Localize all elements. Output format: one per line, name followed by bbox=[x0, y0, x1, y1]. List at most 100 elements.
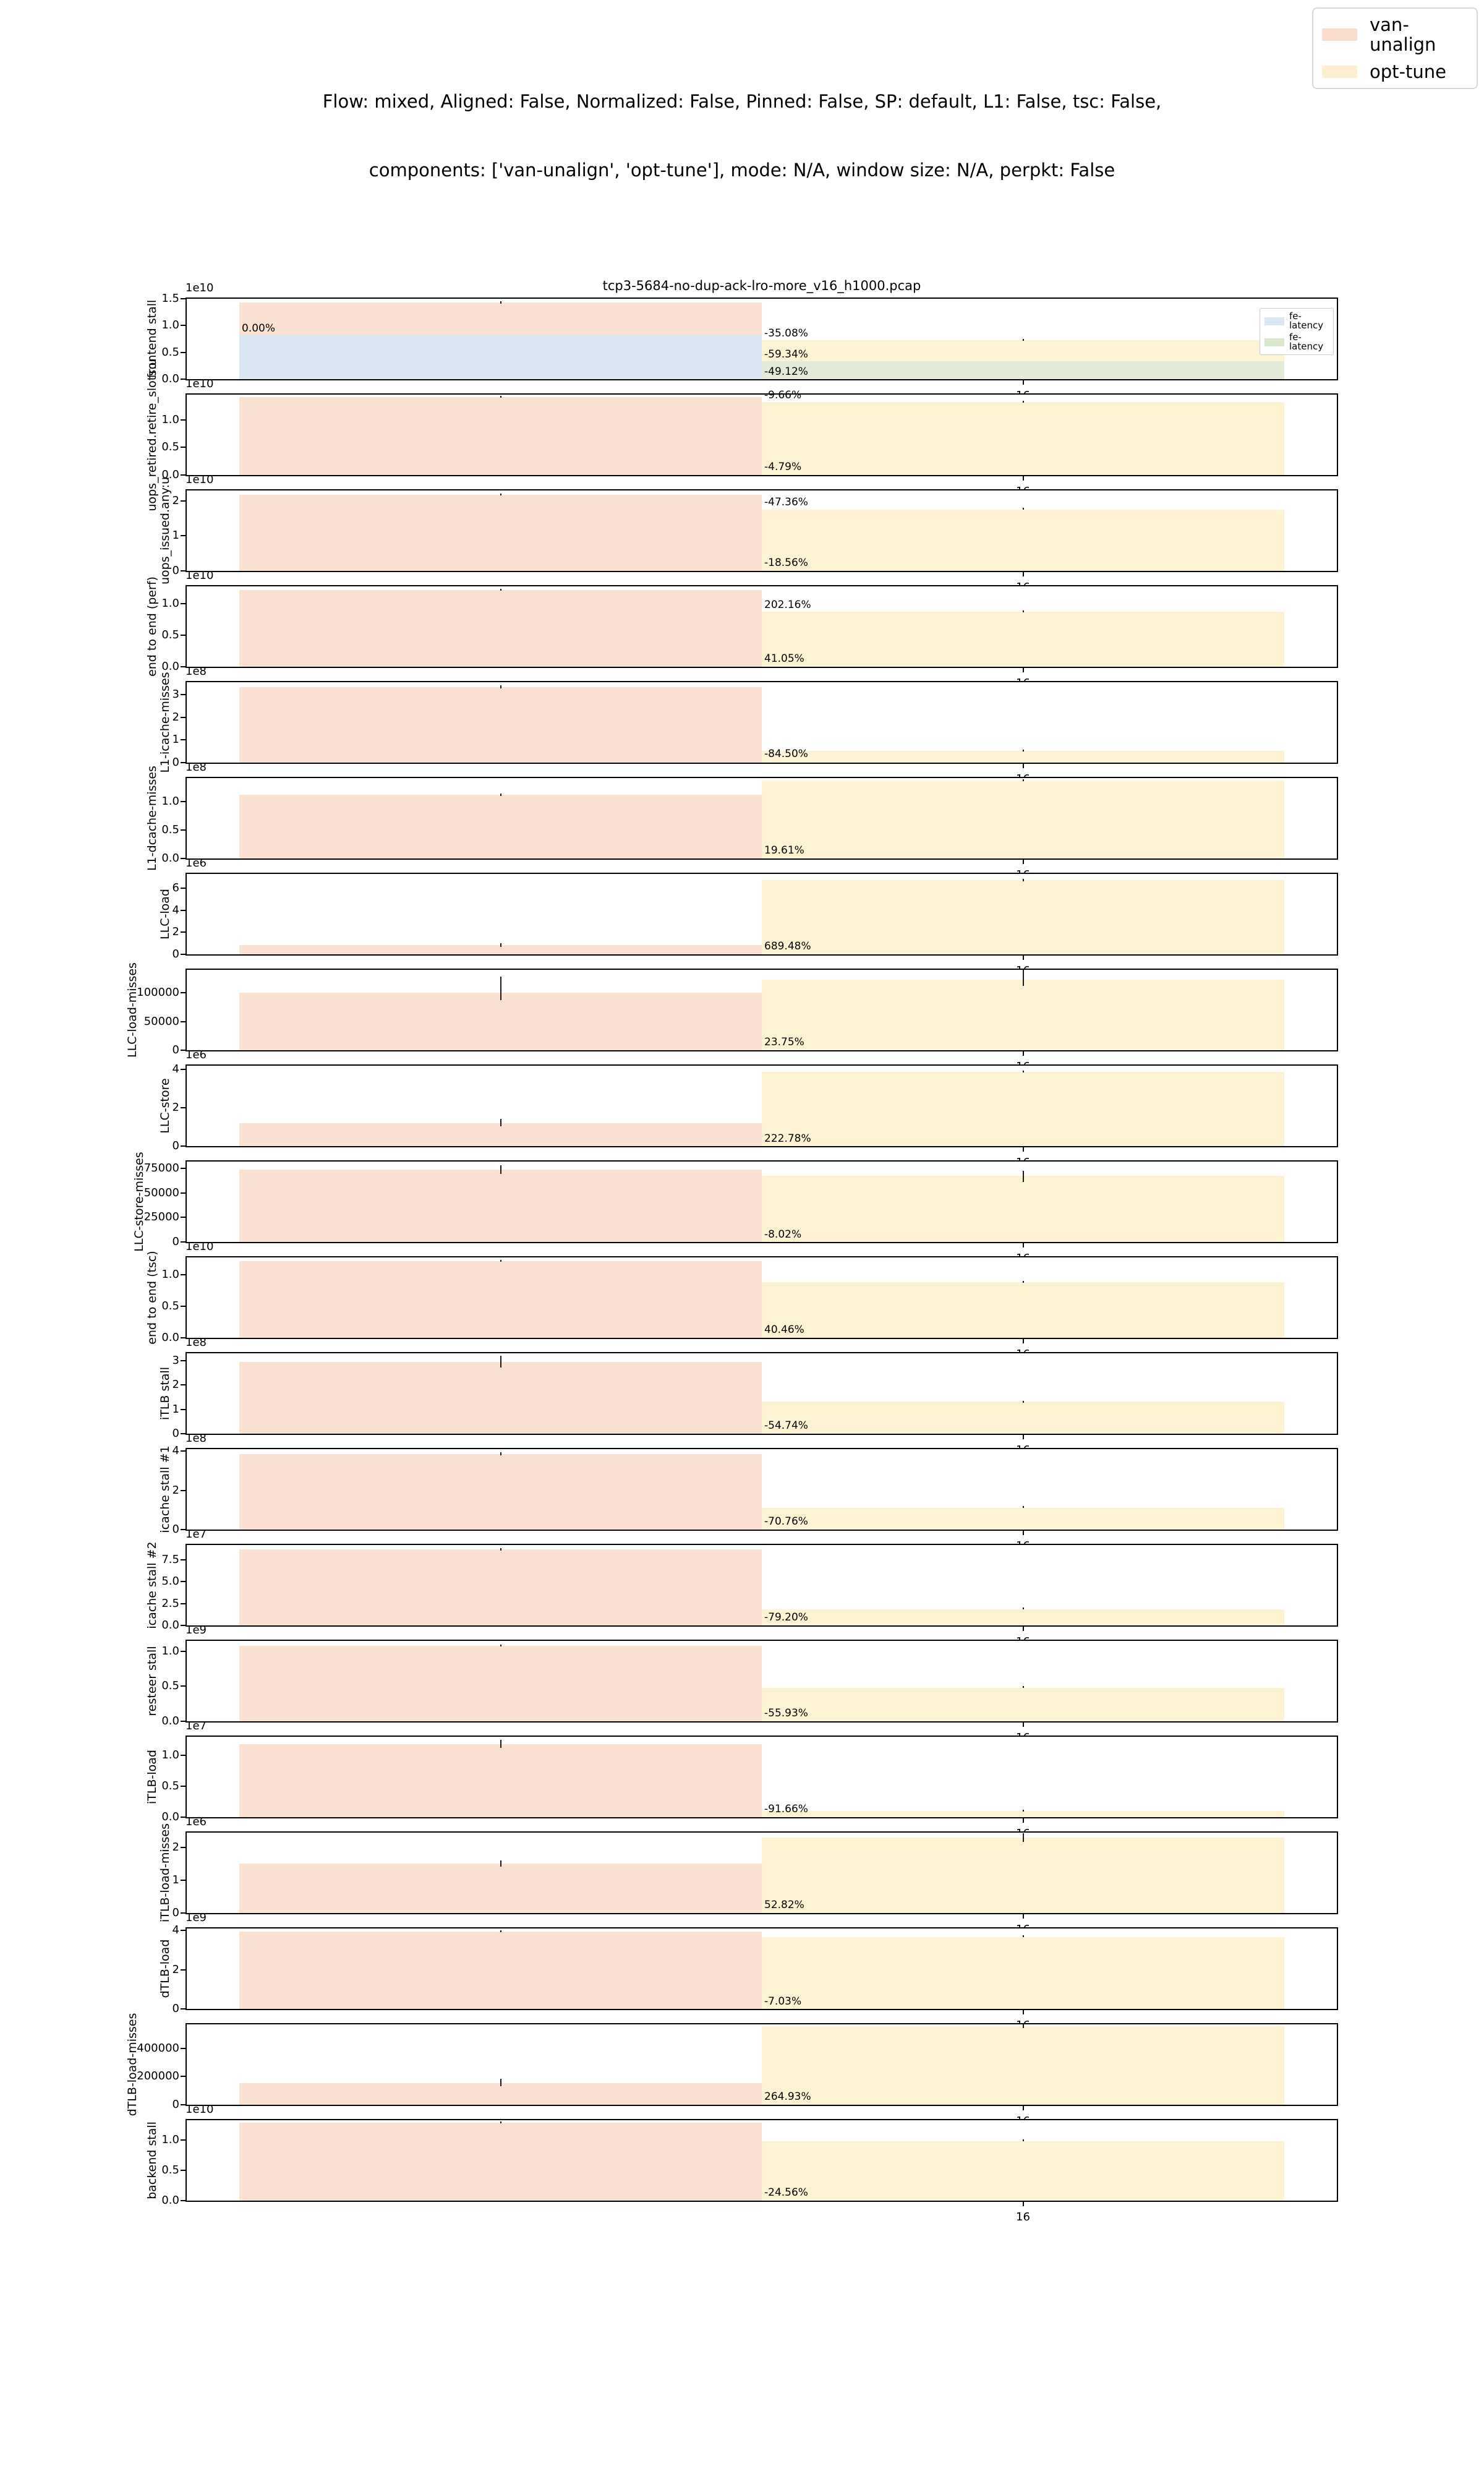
pct-annotation: 0.00% bbox=[242, 322, 276, 335]
y-tick-mark bbox=[181, 992, 186, 994]
y-tick-label: 1 bbox=[172, 733, 179, 747]
y-tick-label: 4 bbox=[172, 1444, 179, 1458]
axis-scale-label: 1e7 bbox=[186, 1528, 207, 1541]
y-tick-mark bbox=[181, 1846, 186, 1848]
y-tick-mark bbox=[181, 447, 186, 448]
y-tick-mark bbox=[181, 1273, 186, 1275]
y-tick-label: 50000 bbox=[143, 1014, 179, 1028]
y-tick-label: 0 bbox=[172, 1043, 179, 1056]
axis-scale-label: 1e7 bbox=[186, 1719, 207, 1732]
y-tick-label: 0.0 bbox=[161, 1810, 179, 1823]
x-tick-mark bbox=[1022, 2202, 1024, 2206]
error-bar bbox=[500, 1644, 501, 1646]
y-tick-label: 0 bbox=[172, 1139, 179, 1152]
pct-annotation: -24.56% bbox=[764, 2186, 808, 2199]
pct-annotation: -35.08% bbox=[764, 327, 808, 340]
y-tick-mark bbox=[181, 570, 186, 571]
y-axis-label: end to end (perf) bbox=[145, 576, 159, 677]
pct-annotation: -55.93% bbox=[764, 1707, 808, 1720]
series-legend: van-unalign opt-tune bbox=[1312, 7, 1478, 89]
y-tick-mark bbox=[181, 535, 186, 537]
y-tick-mark bbox=[181, 2104, 186, 2105]
pct-annotation: -49.12% bbox=[764, 365, 808, 378]
y-tick-mark bbox=[181, 716, 186, 718]
y-tick-label: 5.0 bbox=[161, 1575, 179, 1588]
y-tick-mark bbox=[181, 829, 186, 831]
y-tick-label: 0.0 bbox=[161, 852, 179, 865]
opt-tune-bar bbox=[762, 1282, 1284, 1338]
axis-scale-label: 1e8 bbox=[186, 1336, 207, 1349]
legend-label: van-unalign bbox=[1370, 14, 1436, 55]
y-tick-mark bbox=[181, 2008, 186, 2010]
error-bar bbox=[500, 685, 501, 688]
error-bar bbox=[500, 943, 501, 947]
y-tick-label: 1.0 bbox=[161, 1644, 179, 1658]
y-tick-mark bbox=[181, 1489, 186, 1491]
y-tick-label: 0 bbox=[172, 2002, 179, 2015]
y-tick-label: 1 bbox=[172, 529, 179, 542]
y-tick-label: 7.5 bbox=[161, 1553, 179, 1567]
y-axis-label: L1-dcache-misses bbox=[145, 766, 159, 871]
y-tick-label: 0.5 bbox=[161, 823, 179, 836]
y-tick-mark bbox=[181, 1450, 186, 1452]
y-tick-label: 0.0 bbox=[161, 2194, 179, 2207]
y-tick-label: 0.0 bbox=[161, 1714, 179, 1727]
y-tick-label: 0.0 bbox=[161, 1331, 179, 1344]
opt-tune-bar bbox=[762, 1837, 1284, 1913]
axis-scale-label: 1e10 bbox=[186, 473, 214, 486]
error-bar bbox=[1022, 969, 1024, 986]
y-axis-label: LLC-store bbox=[158, 1078, 172, 1134]
x-tick-mark bbox=[1022, 2010, 1024, 2014]
van-unalign-bar bbox=[239, 1549, 762, 1625]
y-axis-label: uops_issued.any:u bbox=[158, 476, 172, 585]
pct-annotation: -8.02% bbox=[764, 1228, 802, 1241]
error-bar bbox=[500, 1860, 501, 1867]
y-tick-label: 1.0 bbox=[161, 596, 179, 610]
error-bar bbox=[500, 2078, 501, 2086]
x-tick-mark bbox=[1022, 380, 1024, 385]
y-tick-label: 0 bbox=[172, 948, 179, 961]
van-unalign-bar bbox=[239, 1361, 762, 1434]
y-tick-label: 2 bbox=[172, 1483, 179, 1497]
y-tick-label: 2 bbox=[172, 1100, 179, 1114]
y-tick-mark bbox=[181, 1650, 186, 1652]
opt-tune-bar bbox=[762, 780, 1284, 858]
error-bar bbox=[1022, 1506, 1024, 1509]
error-bar bbox=[1022, 1607, 1024, 1610]
fe-latency-legend-label: fe-latency bbox=[1289, 310, 1324, 331]
axis-scale-label: 1e8 bbox=[186, 761, 207, 774]
y-tick-mark bbox=[181, 634, 186, 636]
opt-tune-bar bbox=[762, 1071, 1284, 1146]
error-bar bbox=[1022, 400, 1024, 403]
van-unalign-bar bbox=[239, 1453, 762, 1530]
pct-annotation: -91.66% bbox=[764, 1803, 808, 1816]
y-axis-label: end to end (tsc) bbox=[145, 1251, 159, 1345]
error-bar bbox=[500, 395, 501, 398]
error-bar bbox=[500, 2121, 501, 2123]
opt-tune-bar bbox=[762, 2141, 1284, 2201]
error-bar bbox=[1022, 1400, 1024, 1403]
van-unalign-bar bbox=[239, 944, 762, 954]
y-tick-label: 0.0 bbox=[161, 660, 179, 673]
y-tick-mark bbox=[181, 1050, 186, 1051]
axis-scale-label: 1e10 bbox=[186, 2103, 214, 2116]
error-bar bbox=[500, 1740, 501, 1748]
y-tick-mark bbox=[181, 1168, 186, 1170]
y-tick-mark bbox=[181, 1241, 186, 1243]
x-tick-mark bbox=[1022, 1818, 1024, 1823]
pct-annotation: -18.56% bbox=[764, 557, 808, 570]
x-tick-mark bbox=[1022, 1914, 1024, 1919]
y-tick-label: 0.5 bbox=[161, 345, 179, 359]
y-tick-label: 0.0 bbox=[161, 1619, 179, 1632]
pct-annotation: 19.61% bbox=[764, 844, 804, 857]
y-tick-label: 0.0 bbox=[161, 372, 179, 385]
